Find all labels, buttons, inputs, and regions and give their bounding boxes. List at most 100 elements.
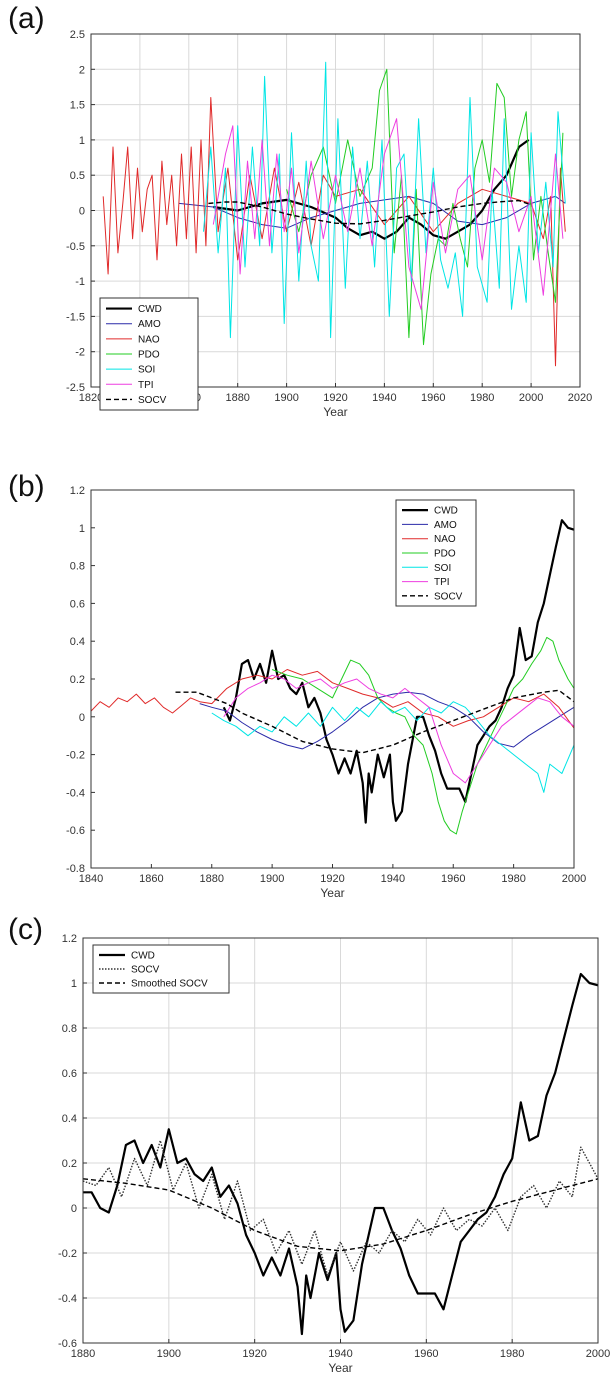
y-tick-label: 1.2 xyxy=(62,933,77,945)
y-tick-label: -2.5 xyxy=(66,382,85,394)
panel-label-a: (a) xyxy=(8,2,45,35)
x-axis-title: Year xyxy=(323,405,347,419)
y-tick-label: 0.2 xyxy=(70,674,85,686)
y-tick-label: 0.8 xyxy=(70,561,85,573)
y-tick-label: 1 xyxy=(79,523,85,535)
legend-label: CWD xyxy=(434,506,458,517)
y-tick-label: 0.2 xyxy=(62,1158,77,1170)
x-tick-label: 1920 xyxy=(323,392,347,404)
y-tick-label: -0.2 xyxy=(66,750,85,762)
y-tick-label: 0 xyxy=(79,712,85,724)
panel-c: (c) 1880 1900 1920 1940 1960 1980 2000 -0.6 -0.4… xyxy=(0,910,610,1391)
x-tick-label: 1880 xyxy=(225,392,249,404)
y-tick-label: -0.8 xyxy=(66,863,85,875)
legend-label: CWD xyxy=(138,304,162,315)
y-tick-label: -0.4 xyxy=(66,787,85,799)
x-tick-label: 1860 xyxy=(139,873,163,885)
y-tick-label: -0.6 xyxy=(58,1338,77,1350)
legend-label: PDO xyxy=(434,549,456,560)
panel-b: (b) 1840 1860 1880 1900 1920 1940 1960 1980 2000… xyxy=(0,465,610,915)
series-group xyxy=(91,519,574,835)
legend-label: NAO xyxy=(138,334,160,345)
chart-c: 1880 1900 1920 1940 1960 1980 2000 -0.6 -0.4 -0.2… xyxy=(58,933,610,1375)
y-tick-label: 0.4 xyxy=(70,636,85,648)
x-tick-label: 1880 xyxy=(71,1348,95,1360)
y-tick-label: -2 xyxy=(75,347,85,359)
chart-b: 1840 1860 1880 1900 1920 1940 1960 1980 2000 -0.8… xyxy=(66,485,586,900)
x-tick-label: 1960 xyxy=(441,873,465,885)
y-tick-label: 0.4 xyxy=(62,1113,77,1125)
legend-label: Smoothed SOCV xyxy=(131,979,208,990)
x-axis-title: Year xyxy=(320,886,344,900)
y-tick-label: -0.2 xyxy=(58,1248,77,1260)
series-line-tpi xyxy=(223,674,574,784)
legend-label: NAO xyxy=(434,534,456,545)
x-tick-label: 1880 xyxy=(200,873,224,885)
panel-label-b: (b) xyxy=(8,470,45,503)
series-line-smoothed-socv xyxy=(83,1178,598,1252)
panel-a: (a) 182018401860188019001920194019601980… xyxy=(0,0,610,470)
legend-label: SOCV xyxy=(138,395,167,406)
x-tick-label: 1920 xyxy=(320,873,344,885)
legend: CWD SOCV Smoothed SOCV xyxy=(92,944,230,994)
y-tick-label: -0.4 xyxy=(58,1293,77,1305)
series-line-cwd xyxy=(83,972,598,1336)
legend-label: AMO xyxy=(138,319,161,330)
series-group xyxy=(83,972,598,1336)
legend: CWD AMO NAO PDO SOI TPI SOCV xyxy=(395,499,477,607)
series-line-nao xyxy=(102,97,566,367)
y-tick-label: -0.6 xyxy=(66,825,85,837)
y-tick-label: 2 xyxy=(79,64,85,76)
series-line-nao xyxy=(91,669,574,729)
x-tick-label: 1920 xyxy=(242,1348,266,1360)
chart-a: 1820184018601880190019201940196019802000… xyxy=(66,29,592,419)
x-axis-title: Year xyxy=(328,1361,352,1375)
y-tick-label: 0.6 xyxy=(62,1068,77,1080)
y-tick-label: 0 xyxy=(79,206,85,218)
legend-label: SOI xyxy=(138,365,155,376)
y-tick-label: -1.5 xyxy=(66,311,85,323)
legend-label: SOCV xyxy=(131,965,160,976)
legend-label: SOI xyxy=(434,563,451,574)
x-tick-label: 1960 xyxy=(414,1348,438,1360)
x-tick-label: 1900 xyxy=(260,873,284,885)
legend-label: CWD xyxy=(131,951,155,962)
x-tick-label: 1940 xyxy=(328,1348,352,1360)
legend: CWD AMO NAO PDO SOI TPI SOCV xyxy=(99,297,199,411)
y-tick-label: 0.5 xyxy=(70,170,85,182)
x-tick-label: 1940 xyxy=(372,392,396,404)
legend-label: TPI xyxy=(138,380,154,391)
x-tick-label: 1820 xyxy=(79,392,103,404)
y-tick-label: 2.5 xyxy=(70,29,85,41)
legend-label: PDO xyxy=(138,350,160,361)
x-tick-label: 2000 xyxy=(562,873,586,885)
y-tick-label: 1.2 xyxy=(70,485,85,497)
x-tick-label: 1900 xyxy=(157,1348,181,1360)
x-tick-label: 1980 xyxy=(501,873,525,885)
legend-label: SOCV xyxy=(434,591,463,602)
plot-area xyxy=(91,490,574,868)
y-tick-label: -0.5 xyxy=(66,241,85,253)
series-line-socv xyxy=(208,199,532,225)
y-tick-label: 1 xyxy=(79,135,85,147)
legend-label: AMO xyxy=(434,520,457,531)
series-group xyxy=(102,61,566,367)
x-tick-label: 2020 xyxy=(568,392,592,404)
legend-box xyxy=(92,944,230,994)
x-tick-label: 2000 xyxy=(519,392,543,404)
series-line-cwd xyxy=(222,519,574,824)
y-tick-label: 1.5 xyxy=(70,100,85,112)
x-tick-label: 1980 xyxy=(500,1348,524,1360)
series-line-socv xyxy=(175,689,574,754)
panel-label-c: (c) xyxy=(8,913,43,946)
x-tick-label: 1900 xyxy=(274,392,298,404)
series-line-soi xyxy=(211,701,574,793)
y-tick-label: -1 xyxy=(75,276,85,288)
x-tick-label: 1960 xyxy=(421,392,445,404)
y-tick-label: 0 xyxy=(71,1203,77,1215)
y-tick-label: 0.6 xyxy=(70,598,85,610)
series-line-cwd xyxy=(213,139,530,240)
y-tick-label: 1 xyxy=(71,978,77,990)
series-line-socv xyxy=(83,1139,598,1277)
x-tick-label: 1840 xyxy=(79,873,103,885)
